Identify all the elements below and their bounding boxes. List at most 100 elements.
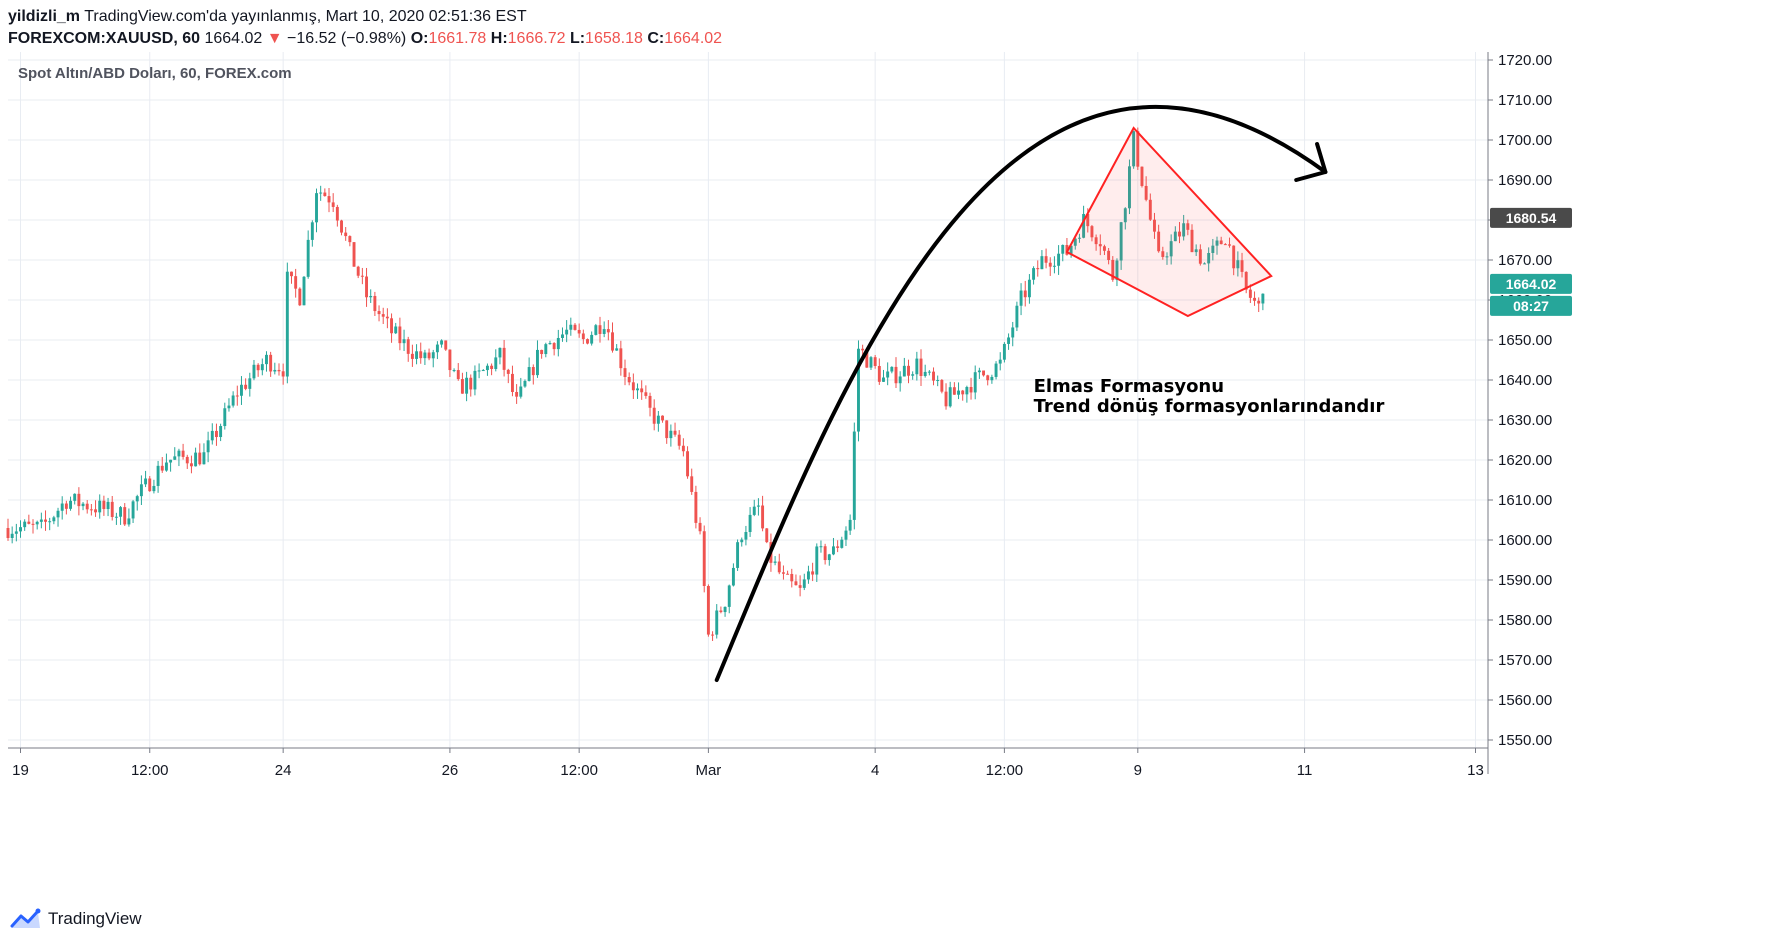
- price-chart[interactable]: 1550.00 1560.00 1570.00 1580.00 1590.00 1600.…: [0, 52, 1792, 900]
- candle-body: [982, 370, 986, 376]
- candle-body: [265, 354, 268, 365]
- candle-body: [219, 426, 223, 438]
- candle-body: [661, 415, 664, 421]
- candle-body: [202, 452, 206, 465]
- candle-body: [811, 571, 815, 575]
- candle-body: [998, 359, 1002, 364]
- y-tick-label: 1650.00: [1498, 332, 1552, 349]
- candle-body: [794, 581, 798, 586]
- candle-body: [440, 340, 444, 345]
- candle-body: [723, 606, 727, 613]
- candle-body: [344, 232, 348, 237]
- candle-body: [948, 387, 952, 407]
- candle-body: [594, 325, 598, 335]
- candle-body: [1190, 229, 1194, 253]
- candle-body: [298, 288, 302, 306]
- candle-body: [536, 349, 539, 376]
- candle-body: [302, 276, 306, 306]
- candle-body: [936, 380, 940, 382]
- candle-body: [415, 351, 419, 359]
- candle-body: [502, 347, 506, 370]
- candle-body: [656, 415, 660, 424]
- candle-body: [214, 430, 218, 438]
- trend-reversal-arrow: [714, 104, 1328, 682]
- candle-body: [127, 518, 131, 525]
- candle-body: [6, 528, 10, 538]
- candle-body: [448, 349, 452, 371]
- chart-title: Spot Altın/ABD Doları, 60, FOREX.com: [18, 65, 292, 82]
- high-label: H:: [486, 30, 508, 47]
- y-tick-label: 1600.00: [1498, 532, 1552, 549]
- candle-body: [1011, 327, 1015, 338]
- candle-body: [189, 463, 193, 467]
- candle-body: [465, 377, 469, 394]
- candle-body: [240, 384, 243, 396]
- candle-body: [185, 456, 189, 464]
- candle-body: [460, 379, 464, 394]
- candle-body: [1119, 222, 1123, 261]
- candle-body: [740, 539, 744, 543]
- candle-body: [861, 348, 865, 351]
- candle-body: [498, 347, 502, 358]
- price-badge-label: 1680.54: [1506, 210, 1557, 226]
- candle-body: [273, 369, 277, 372]
- candle-body: [1007, 337, 1011, 344]
- x-tick-label: 4: [871, 762, 879, 779]
- candle-body: [1040, 256, 1044, 270]
- publish-date: TradingView.com'da yayınlanmış, Mart 10,…: [80, 8, 527, 25]
- candle-body: [786, 573, 790, 575]
- candle-body: [431, 352, 435, 359]
- candle-body: [573, 324, 577, 330]
- candle-body: [915, 358, 919, 375]
- candle-body: [1015, 305, 1019, 328]
- candle-body: [435, 344, 439, 353]
- candle-body: [882, 377, 885, 382]
- price-badge-bg: [1490, 273, 1572, 294]
- x-tick-label: 19: [12, 762, 29, 779]
- candle-body: [23, 521, 27, 528]
- candle-body: [135, 496, 139, 502]
- candle-body: [390, 318, 394, 334]
- candle-body: [410, 353, 414, 359]
- candle-body: [1257, 300, 1261, 304]
- candle-body: [160, 465, 164, 471]
- candle-body: [473, 370, 477, 390]
- candle-body: [531, 367, 535, 376]
- candle-body: [427, 352, 431, 359]
- y-tick-label: 1710.00: [1498, 92, 1552, 109]
- candle-body: [1044, 256, 1048, 263]
- candle-body: [310, 222, 314, 240]
- candle-body: [423, 352, 427, 359]
- candle-body: [586, 339, 589, 344]
- candle-body: [252, 364, 256, 379]
- candle-body: [1036, 268, 1040, 270]
- candle-body: [1128, 166, 1131, 209]
- candle-body: [331, 202, 335, 207]
- candle-body: [544, 344, 548, 355]
- candle-body: [1232, 245, 1236, 269]
- candle-body: [615, 348, 619, 351]
- candle-body: [702, 531, 706, 586]
- candle-body: [923, 371, 927, 377]
- price-badge-bg: [1490, 295, 1572, 316]
- price-badge-label: 1664.02: [1506, 276, 1557, 292]
- candle-body: [765, 528, 769, 543]
- candle-body: [686, 451, 690, 477]
- candle-body: [248, 378, 252, 389]
- candle-body: [727, 585, 731, 607]
- tradingview-footer[interactable]: TradingView: [10, 908, 142, 930]
- candle-body: [89, 509, 93, 511]
- symbol-label: FOREXCOM:XAUUSD, 60: [8, 30, 201, 47]
- candle-body: [1094, 237, 1098, 245]
- candle-body: [565, 329, 569, 335]
- candle-body: [477, 370, 481, 372]
- candle-body: [381, 314, 385, 317]
- x-tick-label: 11: [1297, 762, 1313, 779]
- candle-body: [1065, 244, 1069, 255]
- candle-body: [744, 532, 748, 540]
- candle-body: [832, 546, 835, 555]
- candle-body: [748, 514, 752, 533]
- annotation-diamond-subtitle: Trend dönüş formasyonlarındandır: [1034, 396, 1385, 417]
- author-name[interactable]: yildizli_m: [8, 8, 81, 25]
- candle-body: [281, 371, 285, 377]
